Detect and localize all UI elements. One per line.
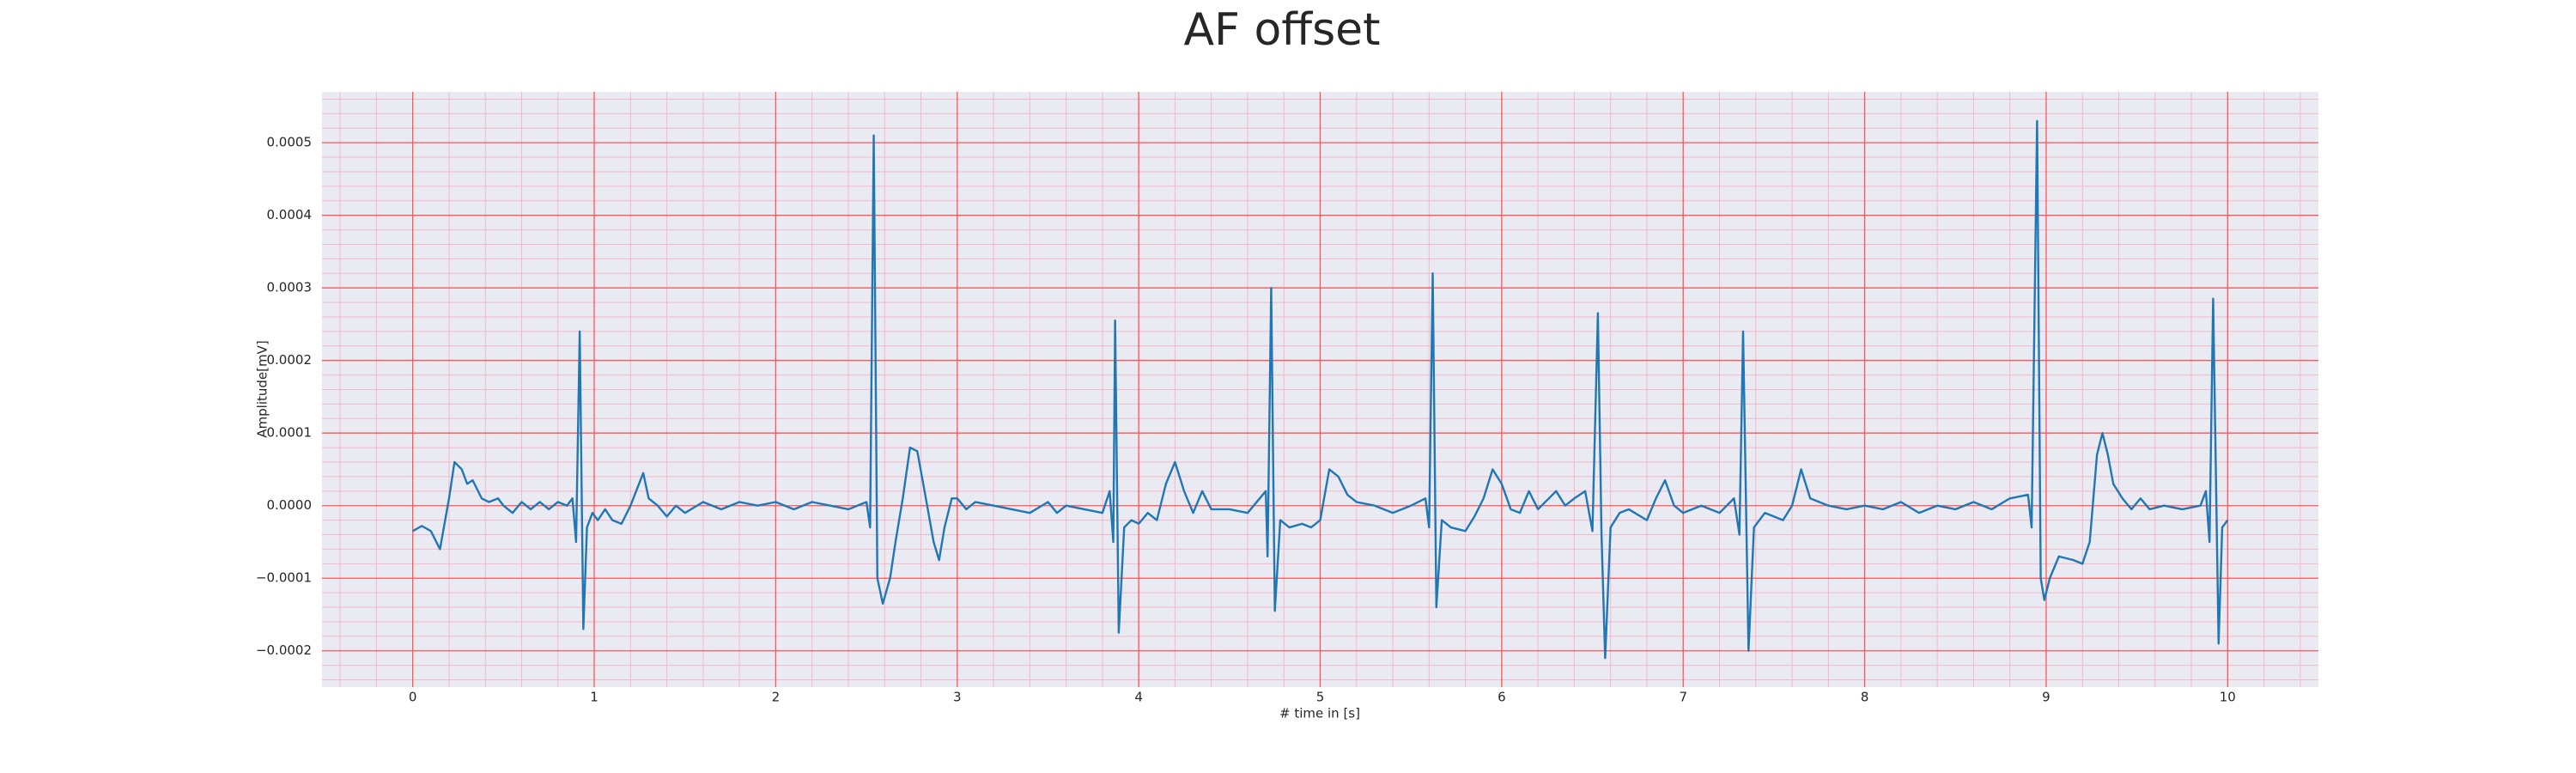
x-tick-label: 8: [1861, 690, 1869, 705]
y-axis-label: Amplitude[mV]: [255, 340, 270, 437]
x-tick-label: 0: [409, 690, 417, 705]
plot-area: [322, 92, 2318, 687]
y-tick-label: 0.0003: [267, 280, 313, 295]
x-tick-label: 10: [2220, 690, 2236, 705]
y-tick-label: 0.0000: [267, 497, 313, 513]
y-tick-label: 0.0004: [267, 207, 313, 222]
x-tick-label: 7: [1679, 690, 1687, 705]
chart-title: AF offset: [1183, 4, 1380, 56]
x-tick-label: 3: [953, 690, 962, 705]
x-tick-label: 6: [1498, 690, 1506, 705]
signal-line: [412, 119, 2229, 660]
x-tick-label: 4: [1134, 690, 1143, 705]
y-tick-label: −0.0001: [256, 570, 312, 586]
x-tick-label: 2: [772, 690, 781, 705]
x-axis-label: # time in [s]: [1279, 706, 1360, 721]
x-tick-label: 1: [590, 690, 598, 705]
x-tick-label: 9: [2042, 690, 2050, 705]
y-tick-label: 0.0001: [267, 425, 313, 441]
y-tick-label: 0.0002: [267, 352, 313, 368]
x-tick-label: 5: [1316, 690, 1325, 705]
y-tick-label: −0.0002: [256, 642, 312, 658]
y-tick-label: 0.0005: [267, 135, 313, 150]
